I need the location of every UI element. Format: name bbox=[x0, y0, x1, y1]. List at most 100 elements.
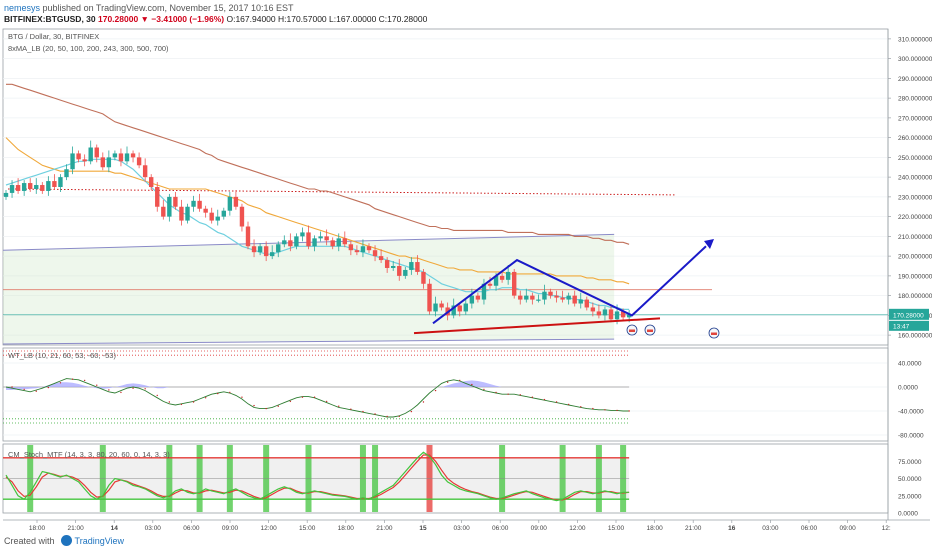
candle bbox=[590, 302, 596, 317]
wt-tick-label: 40.0000 bbox=[898, 361, 922, 368]
time-tick-label: 09:00 bbox=[839, 525, 856, 532]
candle bbox=[312, 235, 317, 252]
candle bbox=[499, 270, 505, 283]
candle-body bbox=[58, 177, 63, 187]
wavetrend-pane[interactable]: 40.0000 0.0000 -40.0000 -80.0000 WT_LB (10, … bbox=[2, 347, 924, 442]
candle bbox=[608, 304, 614, 323]
candle bbox=[167, 193, 172, 222]
wt-tick-label: 0.0000 bbox=[898, 385, 918, 392]
stoch-tick-label: 25.0000 bbox=[898, 493, 922, 500]
channel-fill bbox=[3, 234, 615, 345]
candle bbox=[469, 288, 475, 309]
candle bbox=[28, 178, 33, 192]
wt2-dot bbox=[459, 379, 461, 382]
candle-body bbox=[130, 153, 136, 158]
candle-body bbox=[608, 309, 614, 320]
candle bbox=[530, 292, 535, 305]
candle bbox=[427, 278, 432, 315]
wt2-dot bbox=[446, 381, 449, 383]
candle bbox=[433, 296, 438, 317]
wt2-dot bbox=[204, 397, 207, 399]
wt2-dot bbox=[604, 409, 606, 411]
candle bbox=[282, 235, 287, 248]
candle-body bbox=[215, 216, 220, 221]
candle-body bbox=[318, 236, 323, 239]
wt2-dot bbox=[192, 401, 195, 403]
stochastic-pane[interactable]: 75.0000 50.0000 25.0000 0.0000 CM_Stoch_MTF … bbox=[2, 443, 922, 518]
price-tick-label: 190.000000 bbox=[898, 273, 932, 280]
wt2-dot bbox=[277, 405, 279, 407]
countdown-tag bbox=[889, 320, 929, 331]
candle bbox=[3, 189, 9, 200]
candle-body bbox=[142, 165, 148, 178]
wt2-dot bbox=[11, 386, 13, 388]
candle bbox=[9, 180, 15, 198]
candle-body bbox=[88, 147, 93, 162]
ma-slow-line bbox=[6, 83, 630, 245]
candle-body bbox=[136, 157, 142, 166]
price-tick-label: 270.000000 bbox=[898, 115, 932, 122]
candle bbox=[360, 239, 366, 258]
candle-body bbox=[245, 226, 251, 247]
candle-body bbox=[227, 196, 233, 211]
candle-body bbox=[378, 256, 384, 261]
time-tick-label: 16 bbox=[728, 525, 736, 532]
candle-body bbox=[626, 314, 632, 318]
candle bbox=[572, 290, 577, 307]
time-tick-label: 12: bbox=[882, 525, 891, 532]
candle bbox=[52, 174, 57, 190]
wt2-dot bbox=[229, 391, 231, 394]
candle bbox=[155, 182, 160, 212]
candle bbox=[306, 225, 311, 250]
wt2-dot bbox=[265, 407, 267, 410]
candle-body bbox=[415, 262, 420, 272]
main-price-pane[interactable]: 160.000000170.000000180.000000190.000000… bbox=[2, 28, 932, 346]
candle bbox=[21, 180, 27, 196]
candle-body bbox=[614, 311, 620, 320]
wt2-dot bbox=[434, 389, 437, 392]
time-axis[interactable]: 18:00 21:00 14 03:00 06:00 09:00 12:00 15:00 18:… bbox=[3, 29, 930, 532]
time-tick-label: 03:00 bbox=[453, 525, 470, 532]
wt2-dot bbox=[592, 407, 594, 410]
candle-body bbox=[524, 295, 529, 300]
wt2-dot bbox=[144, 388, 146, 390]
event-flag-stripe bbox=[711, 332, 717, 335]
candle-body bbox=[28, 183, 33, 189]
time-tick-label: 14 bbox=[111, 525, 119, 532]
time-tick-label: 06:00 bbox=[492, 525, 509, 532]
tradingview-brand-link[interactable]: TradingView bbox=[74, 536, 125, 546]
candle bbox=[481, 278, 487, 305]
wt2-dot bbox=[168, 401, 171, 403]
candle-body bbox=[469, 295, 475, 304]
candle bbox=[536, 294, 541, 303]
candle bbox=[463, 298, 468, 315]
candle-body bbox=[487, 283, 493, 286]
candle bbox=[173, 191, 178, 210]
price-tick-label: 250.000000 bbox=[898, 155, 932, 162]
candle-body bbox=[306, 232, 311, 247]
candle bbox=[70, 146, 75, 175]
candle-body bbox=[15, 185, 21, 191]
wt2-dot bbox=[543, 398, 546, 401]
candle bbox=[251, 239, 257, 258]
candle bbox=[378, 249, 384, 264]
candle-body bbox=[384, 260, 390, 268]
candle-body bbox=[397, 266, 402, 276]
candle bbox=[76, 150, 81, 163]
candle-body bbox=[173, 196, 178, 207]
candle-body bbox=[409, 262, 414, 270]
time-tick-label: 15:00 bbox=[299, 525, 316, 532]
price-tick-label: 220.000000 bbox=[898, 214, 932, 221]
time-tick-label: 21:00 bbox=[376, 525, 393, 532]
candle-body bbox=[481, 283, 487, 300]
candle bbox=[197, 193, 202, 212]
candle bbox=[403, 266, 408, 279]
wt2-dot bbox=[567, 403, 570, 406]
time-tick-label: 12:00 bbox=[569, 525, 586, 532]
candle bbox=[294, 233, 299, 250]
candle bbox=[161, 199, 166, 220]
candle bbox=[384, 257, 390, 273]
stoch-tick-label: 0.0000 bbox=[898, 511, 918, 518]
author-name[interactable]: nemesys bbox=[4, 3, 41, 13]
event-flag-stripe bbox=[647, 329, 653, 332]
